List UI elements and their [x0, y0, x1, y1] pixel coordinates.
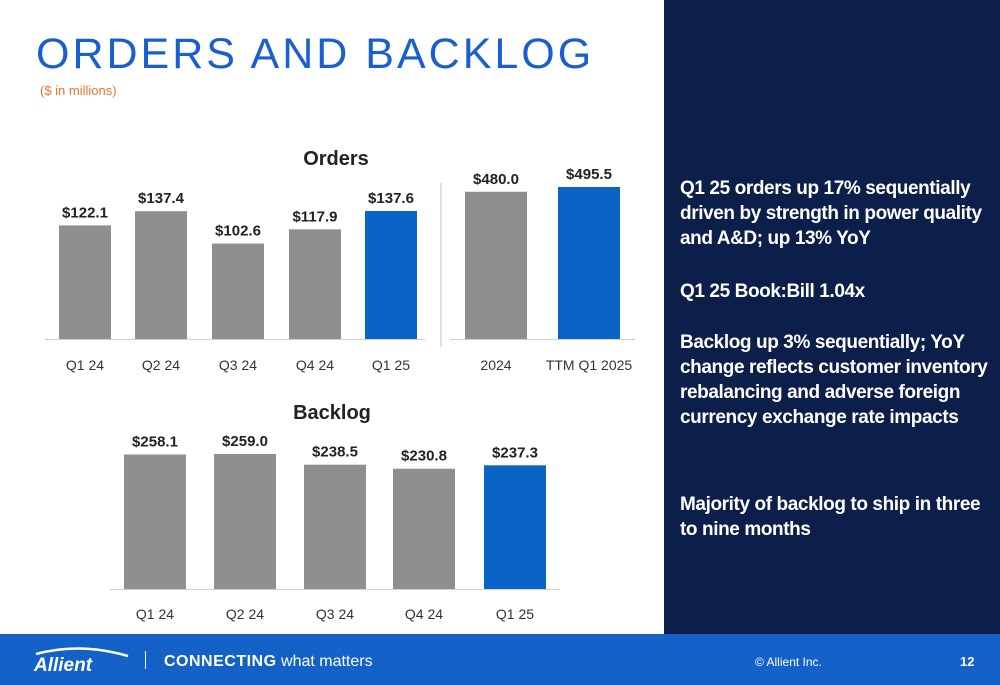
page-subtitle: ($ in millions) — [40, 83, 117, 98]
footer-tagline: CONNECTING what matters — [164, 653, 373, 671]
chart-2-bar-0 — [124, 454, 186, 589]
chart-0-bar-2 — [212, 243, 264, 339]
chart-0-data-label-2: $102.6 — [215, 223, 261, 240]
orders-chart-title: Orders — [303, 148, 369, 170]
tagline-strong: CONNECTING — [164, 653, 277, 670]
chart-0-tick-label-1: Q2 24 — [142, 357, 180, 373]
chart-1-bar-1 — [558, 187, 620, 339]
chart-2-data-label-2: $238.5 — [312, 444, 358, 461]
chart-2-data-label-4: $237.3 — [492, 444, 538, 461]
chart-0-data-label-3: $117.9 — [292, 208, 337, 225]
summary-panel — [664, 0, 1000, 634]
chart-2-data-label-3: $230.8 — [401, 448, 447, 465]
chart-2-tick-label-4: Q1 25 — [496, 606, 534, 622]
chart-2-tick-label-2: Q3 24 — [316, 606, 354, 622]
chart-2-bar-4 — [484, 465, 546, 589]
chart-2-bar-3 — [393, 468, 455, 589]
chart-2-bar-2 — [304, 464, 366, 589]
chart-0-tick-label-2: Q3 24 — [219, 357, 257, 373]
page-title: ORDERS AND BACKLOG — [36, 30, 595, 78]
bullet-backlog: Backlog up 3% sequentially; YoY change r… — [680, 332, 988, 428]
chart-0-data-label-0: $122.1 — [62, 204, 108, 221]
chart-0-bar-4 — [365, 211, 417, 339]
chart-2-tick-label-1: Q2 24 — [226, 606, 264, 622]
tagline-rest: what matters — [276, 653, 373, 670]
chart-2-tick-label-3: Q4 24 — [405, 606, 443, 622]
chart-1-tick-label-0: 2024 — [480, 357, 511, 373]
chart-0-bar-3 — [289, 229, 341, 339]
charts-canvas: $122.1 Q1 24 $137.4 Q2 24 $102.6 Q3 24 $117.9 Q… — [45, 166, 635, 622]
footer-separator — [145, 651, 146, 669]
bullet-book-bill: Q1 25 Book:Bill 1.04x — [680, 281, 865, 302]
chart-0-bar-1 — [135, 211, 187, 339]
chart-0-data-label-1: $137.4 — [138, 190, 185, 207]
chart-2-tick-label-0: Q1 24 — [136, 606, 174, 622]
logo-wordmark: Allient — [33, 655, 93, 674]
chart-1-data-label-0: $480.0 — [473, 171, 519, 188]
chart-1-tick-label-1: TTM Q1 2025 — [546, 357, 633, 373]
bullet-orders: Q1 25 orders up 17% sequentially driven … — [680, 178, 982, 249]
footer-bar: Allient CONNECTING what matters © Allien… — [0, 634, 1000, 685]
chart-0-bar-0 — [59, 225, 111, 339]
chart-0-data-label-4: $137.6 — [368, 190, 414, 207]
chart-2-data-label-0: $258.1 — [132, 433, 178, 450]
company-logo: Allient — [32, 646, 132, 679]
copyright-text: © Allient Inc. — [755, 655, 822, 669]
page-number: 12 — [960, 654, 975, 669]
chart-1-bar-0 — [465, 191, 527, 339]
chart-2-bar-1 — [214, 454, 276, 589]
chart-0-tick-label-4: Q1 25 — [372, 357, 410, 373]
bullet-shipping: Majority of backlog to ship in three to … — [680, 494, 981, 540]
chart-1-data-label-1: $495.5 — [566, 166, 612, 183]
backlog-chart-title: Backlog — [293, 402, 371, 424]
chart-2-data-label-1: $259.0 — [222, 433, 268, 450]
chart-0-tick-label-0: Q1 24 — [66, 357, 104, 373]
chart-0-tick-label-3: Q4 24 — [296, 357, 334, 373]
